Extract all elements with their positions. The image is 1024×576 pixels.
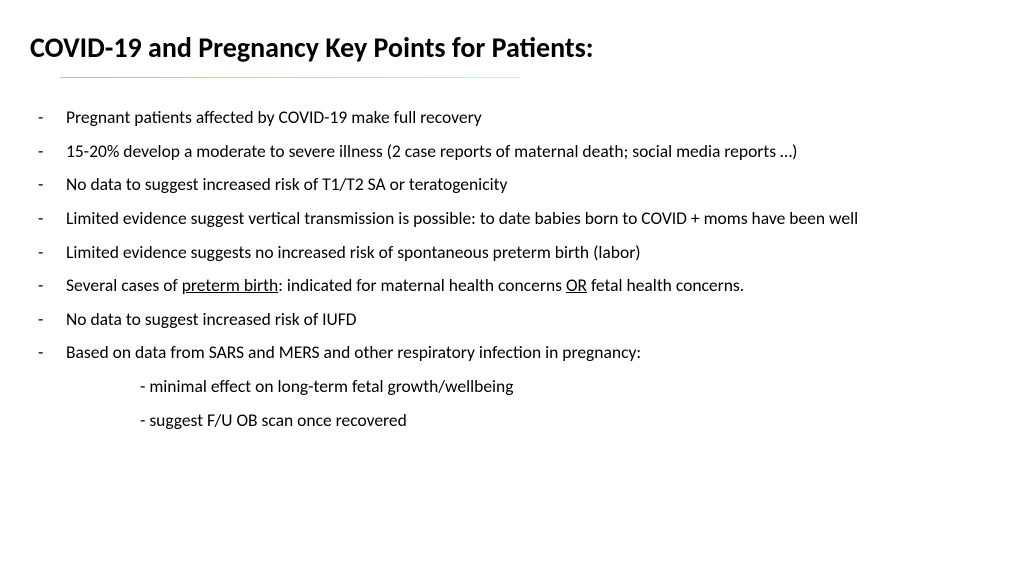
list-item-text: No data to suggest increased risk of IUF… [66, 308, 357, 332]
list-item-text: 15-20% develop a moderate to severe illn… [66, 140, 797, 164]
list-item: -Based on data from SARS and MERS and ot… [38, 341, 994, 365]
sub-list-item: - minimal effect on long-term fetal grow… [140, 375, 994, 399]
title-divider [60, 77, 520, 78]
list-item-text: Limited evidence suggest vertical transm… [66, 207, 858, 231]
slide-title: COVID-19 and Pregnancy Key Points for Pa… [30, 30, 994, 65]
text-underline: preterm birth [182, 274, 278, 296]
list-item: -Pregnant patients affected by COVID-19 … [38, 106, 994, 130]
text-fragment: Several cases of [66, 274, 182, 296]
text-underline: OR [566, 274, 587, 296]
list-item: -15-20% develop a moderate to severe ill… [38, 140, 994, 164]
list-item-text: No data to suggest increased risk of T1/… [66, 173, 507, 197]
list-item: -Limited evidence suggest vertical trans… [38, 207, 994, 231]
list-item: - Several cases of preterm birth: indica… [38, 274, 994, 298]
key-points-list: -Pregnant patients affected by COVID-19 … [30, 106, 994, 365]
text-fragment: : indicated for maternal health concerns [278, 274, 566, 296]
sub-list-item: - suggest F/U OB scan once recovered [140, 409, 994, 433]
list-item-text: Several cases of preterm birth: indicate… [66, 274, 744, 298]
list-item: -No data to suggest increased risk of T1… [38, 173, 994, 197]
list-item-text: Based on data from SARS and MERS and oth… [66, 341, 641, 365]
text-fragment: fetal health concerns. [587, 274, 744, 296]
list-item-text: Pregnant patients affected by COVID-19 m… [66, 106, 482, 130]
list-item: -No data to suggest increased risk of IU… [38, 308, 994, 332]
list-item-text: Limited evidence suggests no increased r… [66, 241, 641, 265]
list-item: -Limited evidence suggests no increased … [38, 241, 994, 265]
sub-points-list: - minimal effect on long-term fetal grow… [30, 375, 994, 432]
